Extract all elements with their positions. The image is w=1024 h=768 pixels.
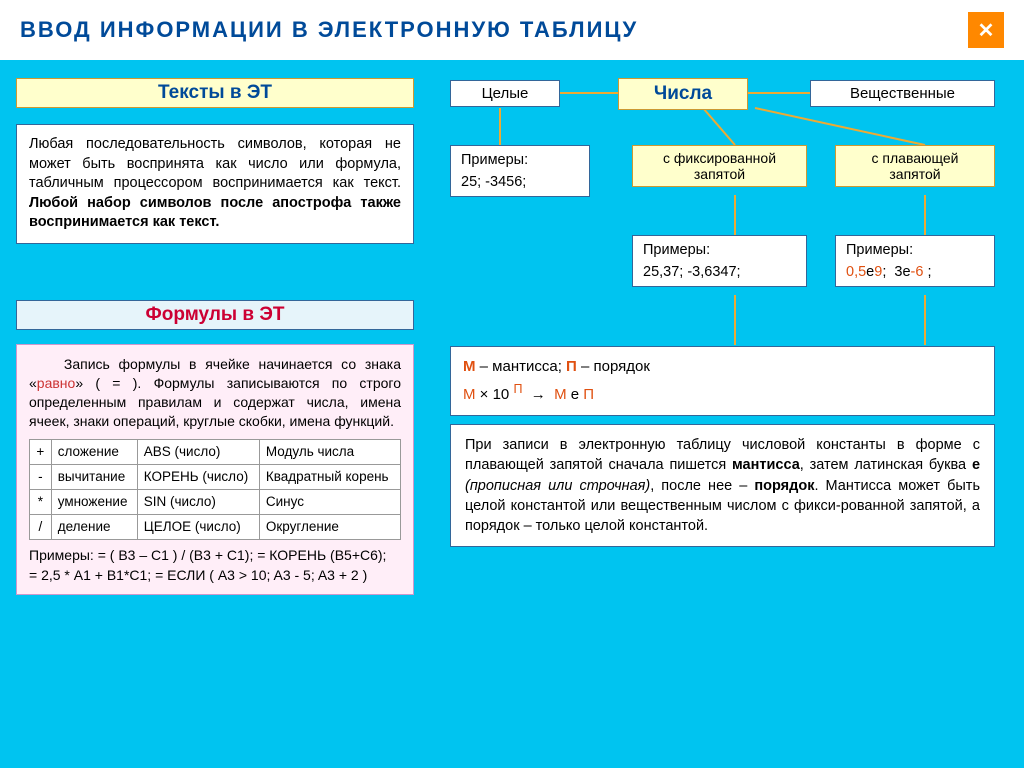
mantissa-box: М – мантисса; П – порядок М × 10 П → М е… xyxy=(450,346,995,416)
formula-examples: Примеры: = ( B3 – C1 ) / (B3 + C1); = КО… xyxy=(29,546,401,585)
node-real: Вещественные xyxy=(810,80,995,107)
table-row: -вычитаниеКОРЕНЬ (число)Квадратный корен… xyxy=(30,464,401,489)
node-numbers: Числа xyxy=(618,78,748,110)
page-title: ВВОД ИНФОРМАЦИИ В ЭЛЕКТРОННУЮ ТАБЛИЦУ xyxy=(20,17,638,43)
texts-header-label: Тексты в ЭТ xyxy=(158,82,272,104)
texts-header: Тексты в ЭТ xyxy=(16,78,414,108)
node-fixed: с фиксированной запятой xyxy=(632,145,807,187)
examples-integer: Примеры: 25; -3456; xyxy=(450,145,590,197)
formulas-header: Формулы в ЭТ xyxy=(16,300,414,330)
close-button[interactable]: ✕ xyxy=(968,12,1004,48)
table-row: *умножениеSIN (число)Синус xyxy=(30,490,401,515)
texts-body-bold: Любой набор символов после апострофа так… xyxy=(29,195,401,231)
header-bar: ВВОД ИНФОРМАЦИИ В ЭЛЕКТРОННУЮ ТАБЛИЦУ ✕ xyxy=(0,0,1024,60)
float-description: При записи в электронную таблицу числово… xyxy=(450,424,995,547)
formulas-body: Запись формулы в ячейке начинается со зн… xyxy=(16,344,414,595)
texts-body: Любая последовательность символов, котор… xyxy=(16,124,414,244)
operations-table: +сложениеABS (число)Модуль числа-вычитан… xyxy=(29,439,401,541)
table-row: /делениеЦЕЛОЕ (число)Округление xyxy=(30,515,401,540)
node-float: с плавающей запятой xyxy=(835,145,995,187)
examples-fixed: Примеры: 25,37; -3,6347; xyxy=(632,235,807,287)
node-integer: Целые xyxy=(450,80,560,107)
formulas-intro: Запись формулы в ячейке начинается со зн… xyxy=(29,355,401,431)
texts-body-plain: Любая последовательность символов, котор… xyxy=(29,136,401,191)
examples-float: Примеры: 0,5е9; 3е-6 ; xyxy=(835,235,995,287)
table-row: +сложениеABS (число)Модуль числа xyxy=(30,439,401,464)
close-icon: ✕ xyxy=(978,18,995,43)
formulas-header-label: Формулы в ЭТ xyxy=(146,304,285,326)
